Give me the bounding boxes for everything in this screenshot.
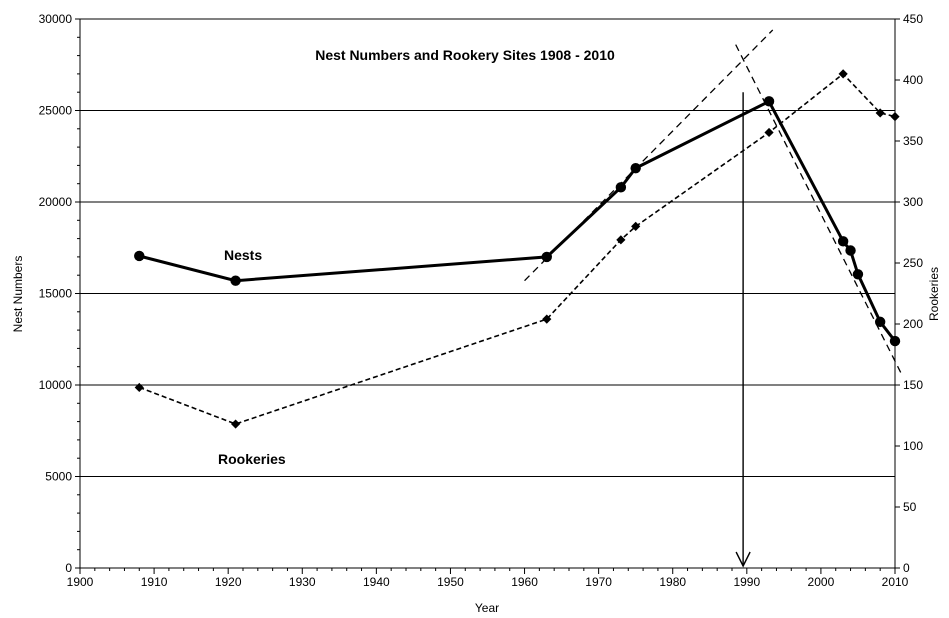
point-rookeries	[890, 112, 900, 122]
y-tick-label: 10000	[39, 378, 73, 392]
x-axis: 1900 1910 1920 1930 1940 1950 1960 1970 1980 1990…	[67, 568, 909, 589]
y2-axis-title: Rookeries	[927, 267, 941, 321]
point-nests	[763, 96, 775, 107]
x-tick-label: 2010	[882, 575, 909, 589]
trend-lines	[524, 29, 903, 377]
point-rookeries	[134, 382, 144, 393]
y-axis-left: 0 5000 10000 15000 20000 25000 30000	[39, 12, 80, 575]
point-rookeries	[542, 314, 552, 324]
point-nests	[541, 251, 552, 263]
annotation-rookeries: Rookeries	[218, 451, 286, 467]
y2-tick-label: 200	[903, 317, 923, 331]
chart-title: Nest Numbers and Rookery Sites 1908 - 20…	[315, 47, 615, 63]
x-tick-label: 1960	[511, 575, 538, 589]
y2-tick-label: 350	[903, 134, 923, 148]
x-tick-label: 2000	[808, 575, 835, 589]
point-nests	[837, 236, 849, 247]
point-nests	[630, 162, 641, 174]
x-tick-label: 1930	[289, 575, 316, 589]
point-nests	[889, 335, 901, 347]
y-tick-label: 25000	[39, 104, 73, 118]
x-tick-label: 1940	[363, 575, 390, 589]
point-nests	[230, 275, 241, 286]
y2-tick-label: 300	[903, 195, 923, 209]
y2-tick-label: 450	[903, 12, 923, 26]
point-nests	[845, 245, 856, 256]
point-rookeries	[616, 235, 626, 245]
series-line-nests	[138, 99, 897, 343]
y-tick-label: 30000	[39, 12, 73, 26]
y2-tick-label: 100	[903, 439, 923, 453]
point-nests	[615, 182, 627, 193]
series-layer	[134, 69, 901, 429]
point-rookeries	[230, 419, 241, 429]
x-tick-label: 1980	[659, 575, 686, 589]
x-tick-label: 1900	[67, 575, 94, 589]
y-tick-label: 0	[65, 561, 72, 575]
x-tick-label: 1970	[585, 575, 612, 589]
x-tick-label: 1950	[437, 575, 464, 589]
y-tick-label: 15000	[39, 287, 73, 301]
arrow	[735, 92, 751, 568]
point-nests	[134, 250, 145, 262]
point-nests	[852, 269, 864, 280]
x-tick-label: 1920	[215, 575, 242, 589]
point-rookeries	[875, 108, 885, 118]
y-tick-label: 20000	[39, 195, 73, 209]
y2-tick-label: 0	[903, 561, 910, 575]
point-rookeries	[764, 127, 774, 138]
point-nests	[874, 316, 886, 328]
y2-tick-label: 150	[903, 378, 923, 392]
series-line-rookeries	[139, 72, 896, 425]
y-axis-title: Nest Numbers	[11, 256, 25, 333]
trend-line	[735, 44, 903, 377]
grid-lines	[80, 110, 895, 477]
y-axis-right: 0 50 100 150 200 250 300 350 400 450	[895, 12, 923, 575]
trend-line	[524, 29, 774, 282]
x-axis-title: Year	[475, 601, 499, 615]
x-tick-label: 1910	[141, 575, 168, 589]
x-tick-label: 1990	[733, 575, 760, 589]
y-tick-label: 5000	[45, 470, 72, 484]
y2-tick-label: 50	[903, 500, 917, 514]
y2-tick-label: 250	[903, 256, 923, 270]
annotation-nests: Nests	[224, 247, 262, 263]
point-rookeries	[631, 221, 641, 231]
arrow-head	[735, 551, 751, 568]
point-rookeries	[838, 69, 848, 79]
y2-tick-label: 400	[903, 73, 923, 87]
